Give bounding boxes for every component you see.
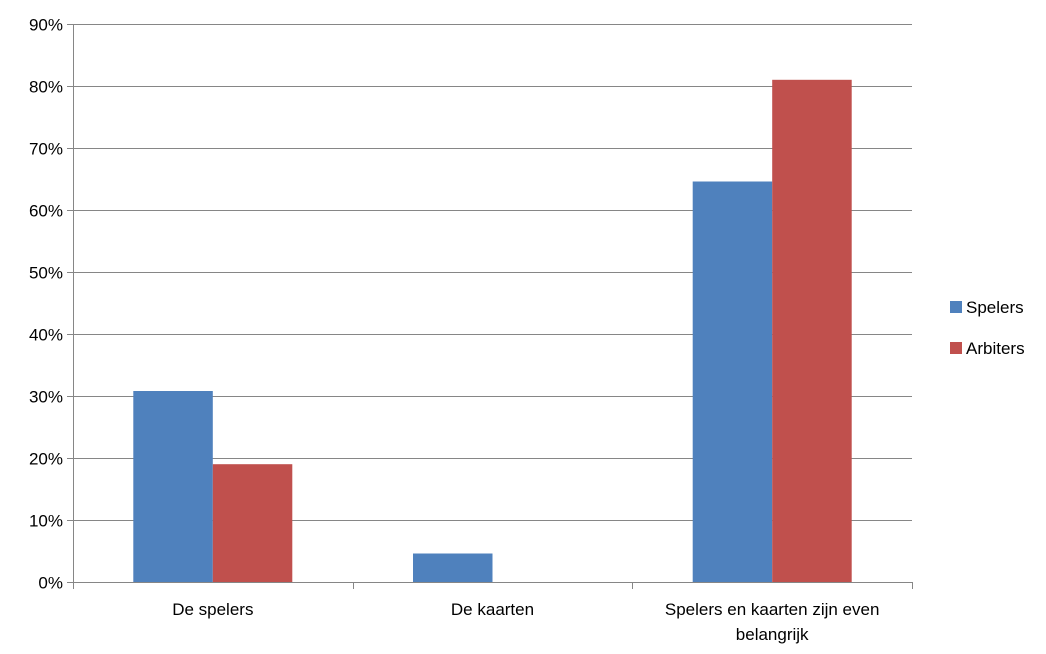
bar-arbiters-2 bbox=[772, 79, 852, 583]
y-tick-label: 60% bbox=[29, 202, 63, 221]
bar-spelers-2 bbox=[692, 181, 773, 582]
x-tick-label: De kaarten bbox=[451, 600, 534, 619]
y-tick-label: 10% bbox=[29, 512, 63, 531]
legend-swatch-arbiters bbox=[950, 342, 962, 354]
y-tick-label: 70% bbox=[29, 140, 63, 159]
y-tick-label: 0% bbox=[38, 574, 63, 593]
x-tick-label: Spelers en kaarten zijn even belangrijk bbox=[665, 600, 880, 644]
bars bbox=[133, 79, 852, 583]
y-tick-label: 40% bbox=[29, 326, 63, 345]
y-axis-ticks: 0% 10% 20% 30% 40% 50% 60% 70% 80% 90% bbox=[29, 16, 73, 593]
y-tick-label: 20% bbox=[29, 450, 63, 469]
bar-spelers-1 bbox=[413, 553, 493, 582]
x-tick-label: De spelers bbox=[172, 600, 253, 619]
bar-spelers-0 bbox=[133, 391, 213, 582]
y-tick-label: 50% bbox=[29, 264, 63, 283]
legend-label-spelers: Spelers bbox=[966, 298, 1024, 317]
gridlines bbox=[73, 24, 912, 521]
legend: Spelers Arbiters bbox=[950, 298, 1025, 358]
legend-swatch-spelers bbox=[950, 301, 962, 313]
legend-label-arbiters: Arbiters bbox=[966, 339, 1025, 358]
y-tick-label: 30% bbox=[29, 388, 63, 407]
y-tick-label: 90% bbox=[29, 16, 63, 35]
x-axis-labels: De spelers De kaarten Spelers en kaarten z… bbox=[172, 600, 879, 644]
y-tick-label: 80% bbox=[29, 78, 63, 97]
axes bbox=[73, 24, 913, 589]
bar-arbiters-0 bbox=[212, 464, 293, 582]
